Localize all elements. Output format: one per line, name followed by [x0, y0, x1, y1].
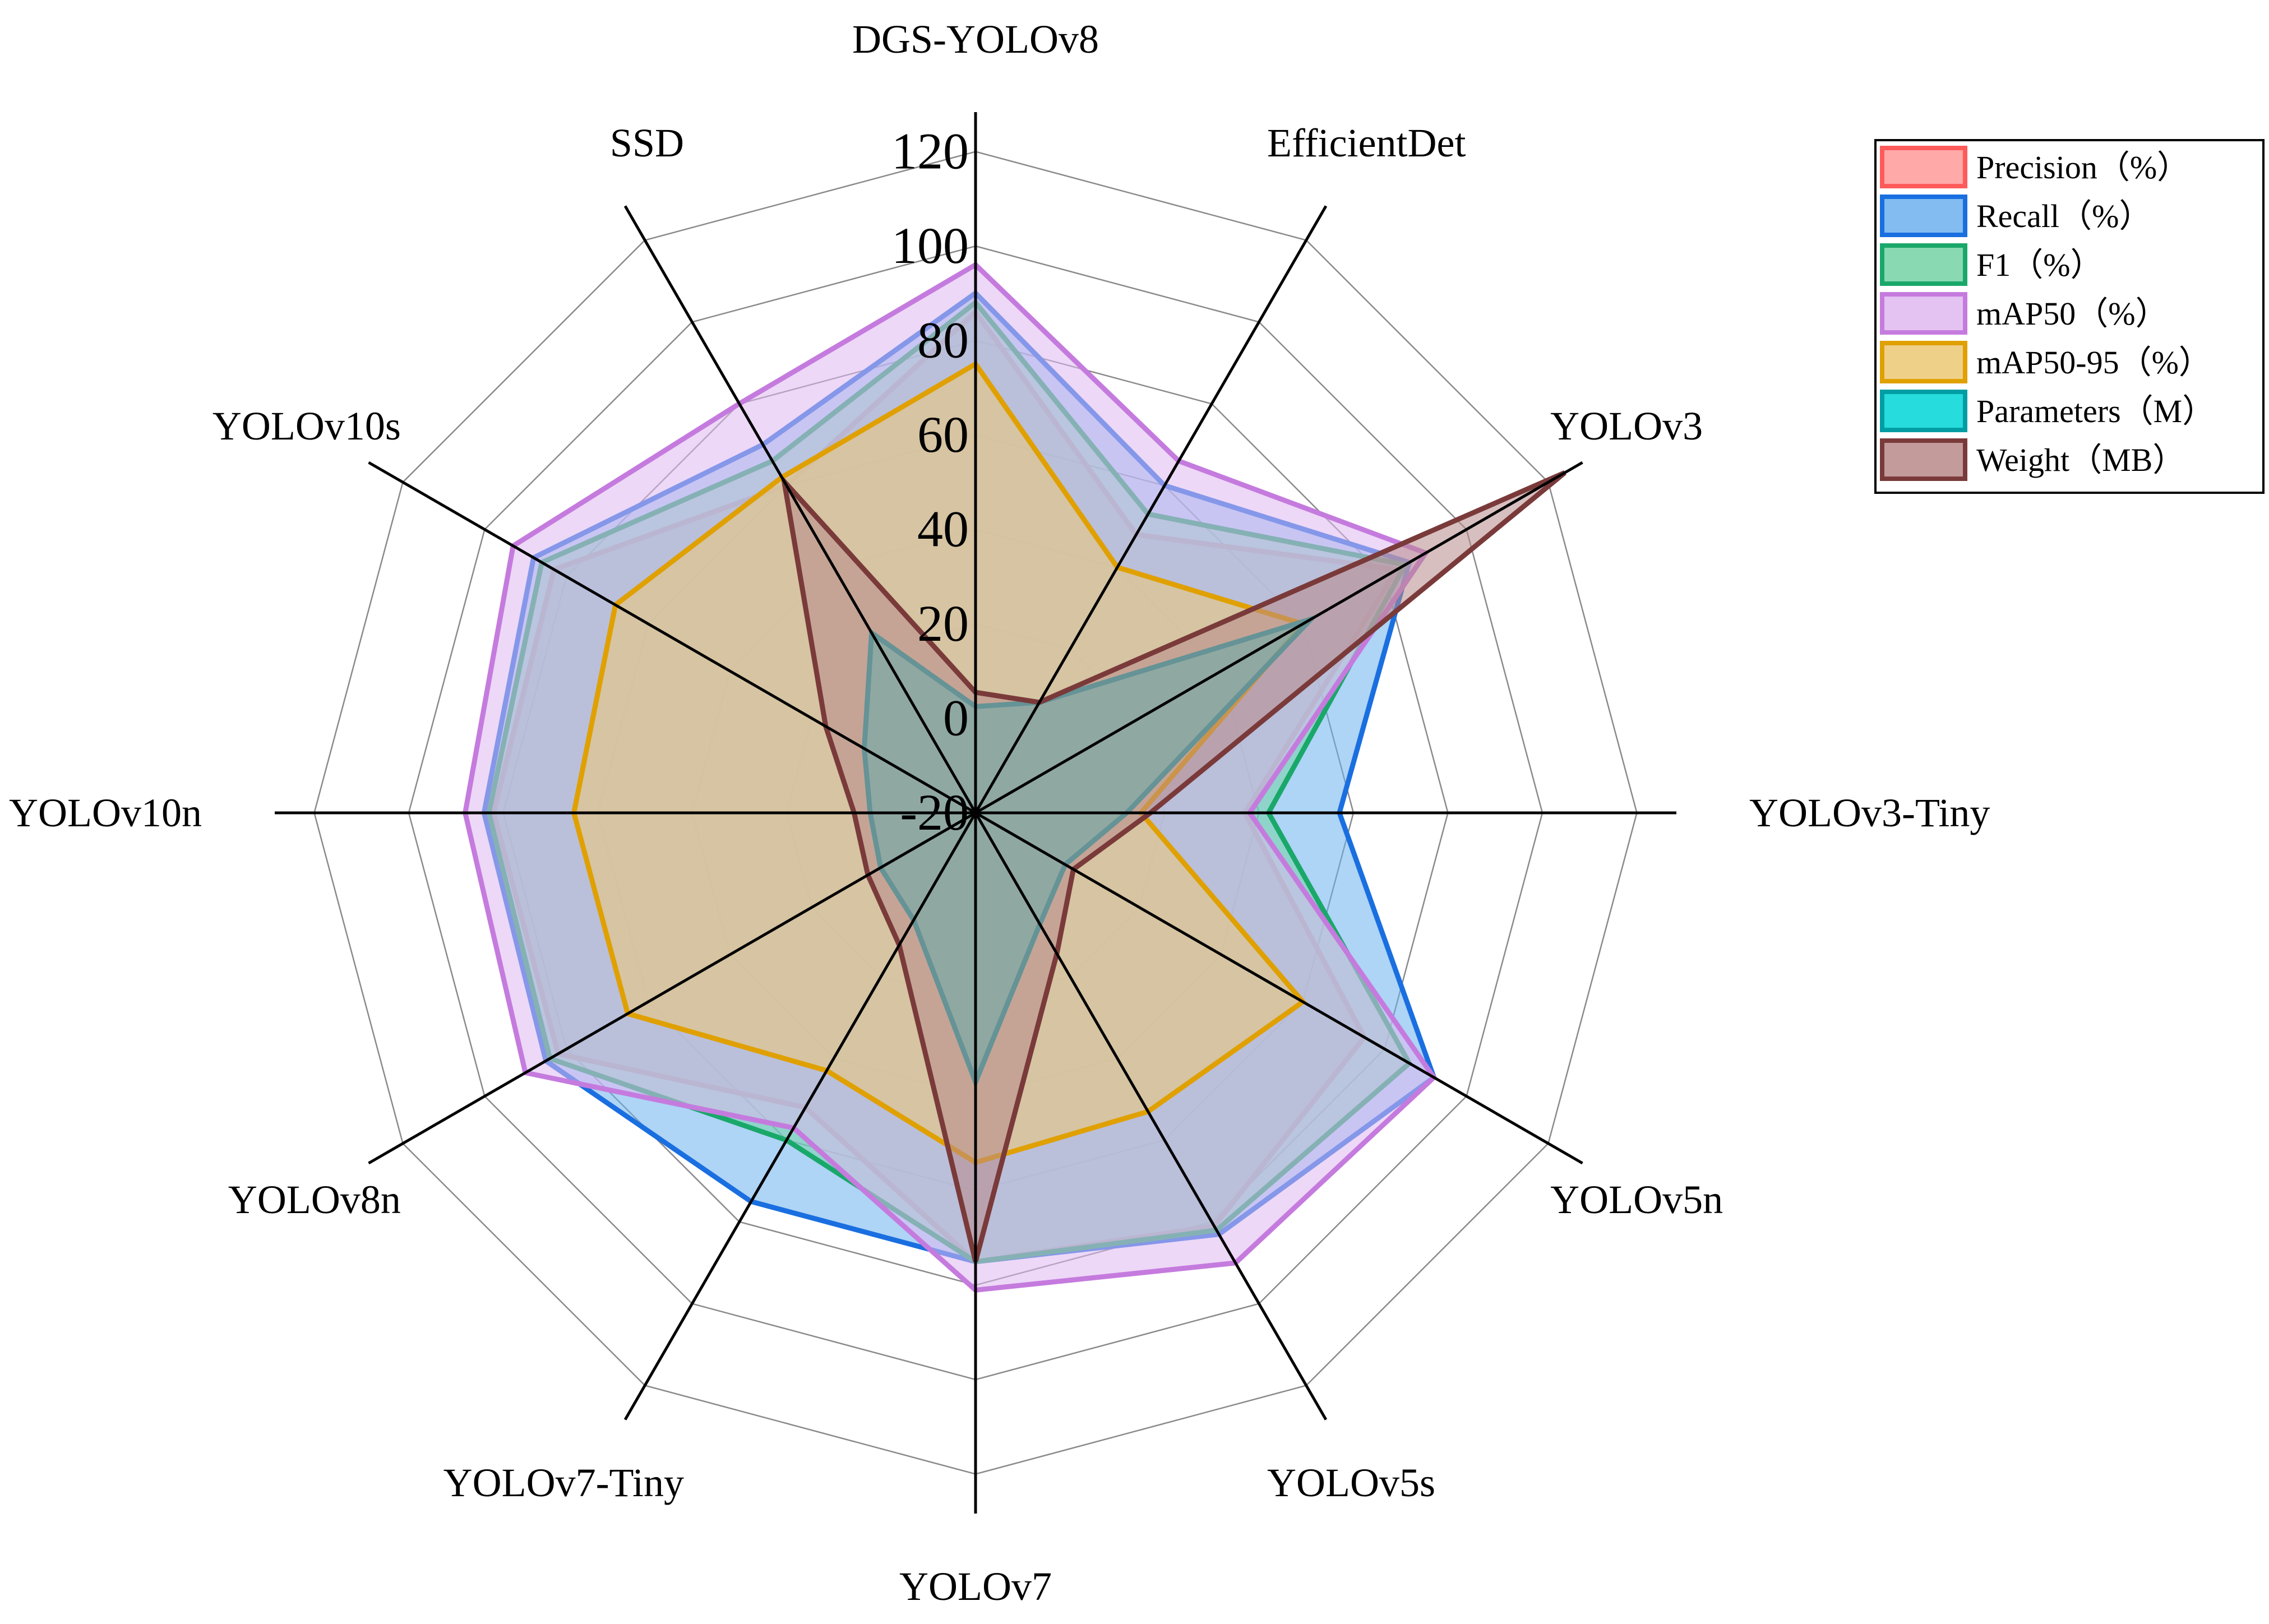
tick-label: 0 [943, 690, 969, 747]
axis-label: EfficientDet [1267, 121, 1466, 165]
axis-spoke [623, 205, 977, 814]
legend-swatch [1880, 341, 1967, 383]
legend-swatch [1880, 195, 1967, 237]
legend-swatch [1880, 438, 1967, 481]
radar-axes [275, 112, 1676, 1514]
legend-label: mAP50（%） [1976, 295, 2168, 332]
radar-tick-labels: -20 0 20 40 60 80 100 120 [891, 123, 969, 841]
axis-spoke [623, 812, 977, 1421]
axis-spoke [368, 811, 977, 1165]
axis-label: SSD [610, 121, 684, 165]
tick-label: 60 [917, 406, 969, 463]
tick-label: 100 [891, 217, 969, 274]
axis-spoke [974, 811, 1583, 1165]
legend-label: Weight（MB） [1976, 442, 2185, 478]
legend-label: Precision（%） [1976, 149, 2189, 186]
legend-label: Parameters（M） [1976, 393, 2215, 429]
axis-label: DGS-YOLOv8 [852, 17, 1099, 62]
legend-label: F1（%） [1976, 247, 2103, 283]
legend-label: Recall（%） [1976, 198, 2151, 234]
axis-label: YOLOv3 [1550, 404, 1703, 448]
axis-label: YOLOv7-Tiny [443, 1460, 684, 1505]
radar-series [463, 261, 1566, 1293]
axis-spoke [974, 461, 1583, 815]
legend-swatch [1880, 243, 1967, 286]
axis-label: YOLOv10s [212, 404, 401, 448]
tick-label: 80 [917, 312, 969, 369]
tick-label: 120 [891, 123, 969, 180]
tick-label: 20 [917, 595, 969, 652]
legend-swatch [1880, 146, 1967, 188]
axis-label: YOLOv8n [228, 1177, 401, 1222]
axis-spoke [368, 461, 977, 815]
axis-label: YOLOv5s [1267, 1460, 1435, 1505]
legend-swatch [1880, 292, 1967, 335]
axis-label: YOLOv7 [899, 1564, 1052, 1609]
axis-label: YOLOv3-Tiny [1749, 790, 1990, 835]
legend-swatch [1880, 390, 1967, 432]
radar-axis-labels: DGS-YOLOv8 EfficientDet YOLOv3 YOLOv3-Tiny Y… [9, 17, 1990, 1609]
axis-label: YOLOv5n [1550, 1177, 1723, 1222]
legend-label: mAP50-95（%） [1976, 344, 2211, 381]
tick-label: 40 [917, 501, 969, 558]
tick-label: -20 [900, 784, 969, 841]
legend: Precision（%） Recall（%） F1（%） mAP50（%） mAP50-… [1874, 139, 2265, 494]
axis-spoke [974, 812, 1328, 1421]
axis-label: YOLOv10n [9, 790, 202, 835]
axis-spoke [974, 205, 1328, 814]
